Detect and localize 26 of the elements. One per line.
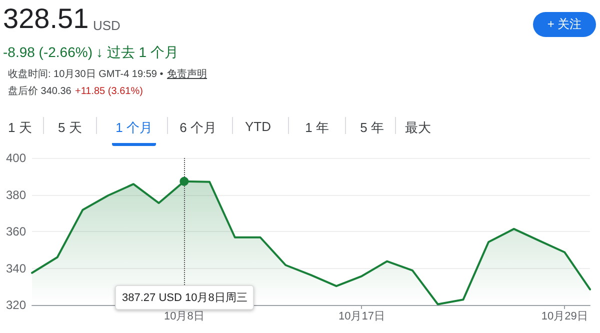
text: 收盘时间: 10月30日 GMT-4 19:59 • — [8, 69, 164, 80]
y-tick-label: 400 — [6, 151, 26, 165]
annotation: 387.27 USD 10月8日周三 — [115, 285, 254, 310]
text: 5 年 — [360, 119, 384, 137]
text: +11.85 (3.61%) — [75, 86, 143, 97]
text: YTD — [245, 119, 271, 136]
text: 328.51 — [3, 3, 89, 34]
text: ↓ 过去 1 个月 — [96, 44, 178, 60]
text: USD — [93, 18, 120, 33]
y-tick-label: 320 — [6, 298, 26, 312]
text: 1 个月 — [112, 119, 156, 146]
text: 1 年 — [305, 119, 329, 137]
y-tick-label: 340 — [6, 261, 26, 276]
text: 6 个月 — [178, 119, 218, 137]
text: 5 天 — [58, 119, 82, 137]
text: 盘后价 340.36 — [8, 86, 72, 97]
text: 1 天 — [8, 119, 32, 137]
text: + 关注 — [533, 12, 596, 37]
x-tick-label: 10月8日 — [164, 310, 204, 322]
x-tick-label: 10月17日 — [338, 310, 385, 322]
y-tick-label: 360 — [6, 224, 26, 238]
text: -8.98 (-2.66%) — [3, 44, 92, 60]
x-tick-label: 10月29日 — [541, 310, 588, 322]
text: 免责声明 — [167, 69, 207, 80]
y-tick-label: 380 — [6, 188, 26, 202]
text: 最大 — [405, 119, 431, 137]
